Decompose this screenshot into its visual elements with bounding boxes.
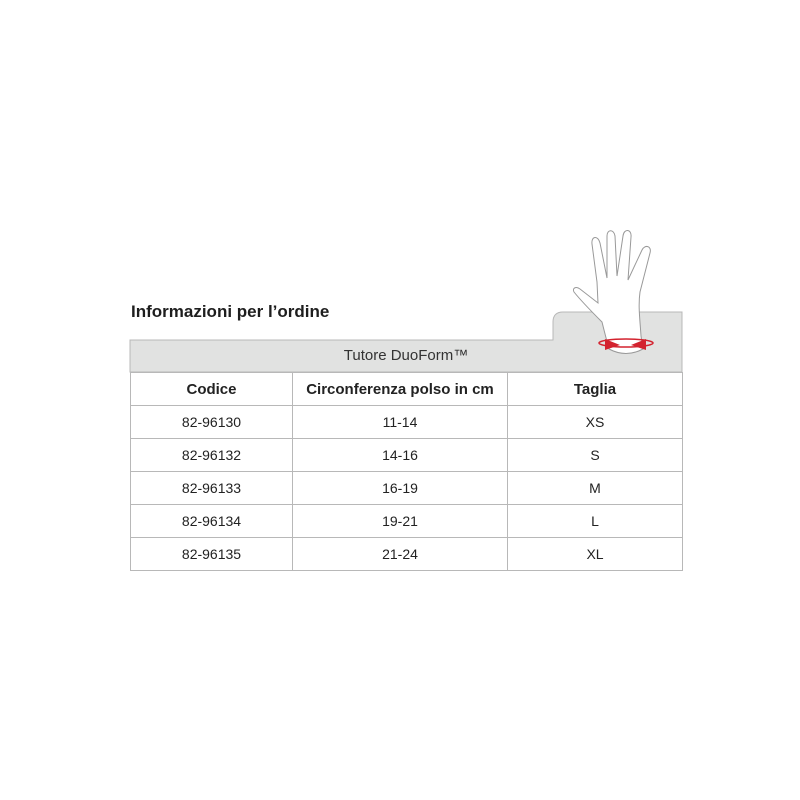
cell-size: S bbox=[507, 438, 683, 472]
cell-code: 82-96135 bbox=[130, 537, 293, 571]
order-table: Codice Circonferenza polso in cm Taglia … bbox=[130, 372, 683, 571]
table-row: 82-96130 11-14 XS bbox=[130, 405, 683, 439]
header-code: Codice bbox=[130, 372, 293, 406]
table-header-row: Codice Circonferenza polso in cm Taglia bbox=[130, 372, 683, 406]
product-band bbox=[129, 311, 683, 373]
product-name: Tutore DuoForm™ bbox=[343, 347, 469, 364]
cell-code: 82-96132 bbox=[130, 438, 293, 472]
cell-circumference: 11-14 bbox=[292, 405, 508, 439]
cell-size: L bbox=[507, 504, 683, 538]
cell-circumference: 21-24 bbox=[292, 537, 508, 571]
cell-size: M bbox=[507, 471, 683, 505]
table-row: 82-96134 19-21 L bbox=[130, 504, 683, 538]
cell-code: 82-96130 bbox=[130, 405, 293, 439]
header-circumference: Circonferenza polso in cm bbox=[292, 372, 508, 406]
table-row: 82-96133 16-19 M bbox=[130, 471, 683, 505]
cell-code: 82-96133 bbox=[130, 471, 293, 505]
cell-circumference: 19-21 bbox=[292, 504, 508, 538]
header-size: Taglia bbox=[507, 372, 683, 406]
table-row: 82-96132 14-16 S bbox=[130, 438, 683, 472]
cell-size: XS bbox=[507, 405, 683, 439]
cell-code: 82-96134 bbox=[130, 504, 293, 538]
table-row: 82-96135 21-24 XL bbox=[130, 537, 683, 571]
cell-size: XL bbox=[507, 537, 683, 571]
hand-wrist-measure-icon bbox=[573, 230, 654, 354]
cell-circumference: 16-19 bbox=[292, 471, 508, 505]
page-title: Informazioni per l’ordine bbox=[131, 302, 330, 321]
cell-circumference: 14-16 bbox=[292, 438, 508, 472]
